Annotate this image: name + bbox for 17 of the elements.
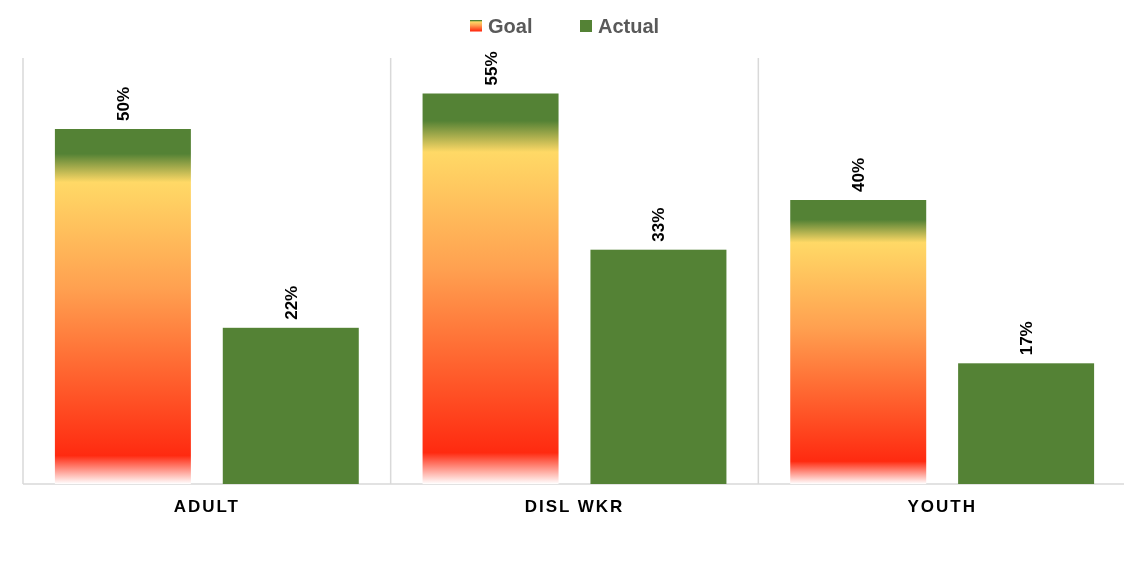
bar bbox=[222, 327, 359, 484]
bar bbox=[54, 129, 191, 484]
data-label: 22% bbox=[281, 285, 301, 320]
bar bbox=[590, 249, 727, 484]
data-label: 50% bbox=[113, 86, 133, 121]
x-tick-label: ADULT bbox=[173, 497, 241, 516]
data-label: 40% bbox=[849, 157, 869, 192]
data-label: 17% bbox=[1017, 321, 1037, 356]
data-label: 55% bbox=[481, 51, 501, 86]
legend-label: Actual bbox=[598, 15, 660, 37]
x-tick-label: DISL WKR bbox=[524, 497, 625, 516]
bar bbox=[958, 363, 1095, 484]
bar bbox=[790, 200, 927, 484]
legend-label: Goal bbox=[488, 15, 533, 37]
data-label: 33% bbox=[649, 207, 669, 242]
x-tick-label: YOUTH bbox=[907, 497, 977, 516]
bar bbox=[422, 93, 559, 484]
